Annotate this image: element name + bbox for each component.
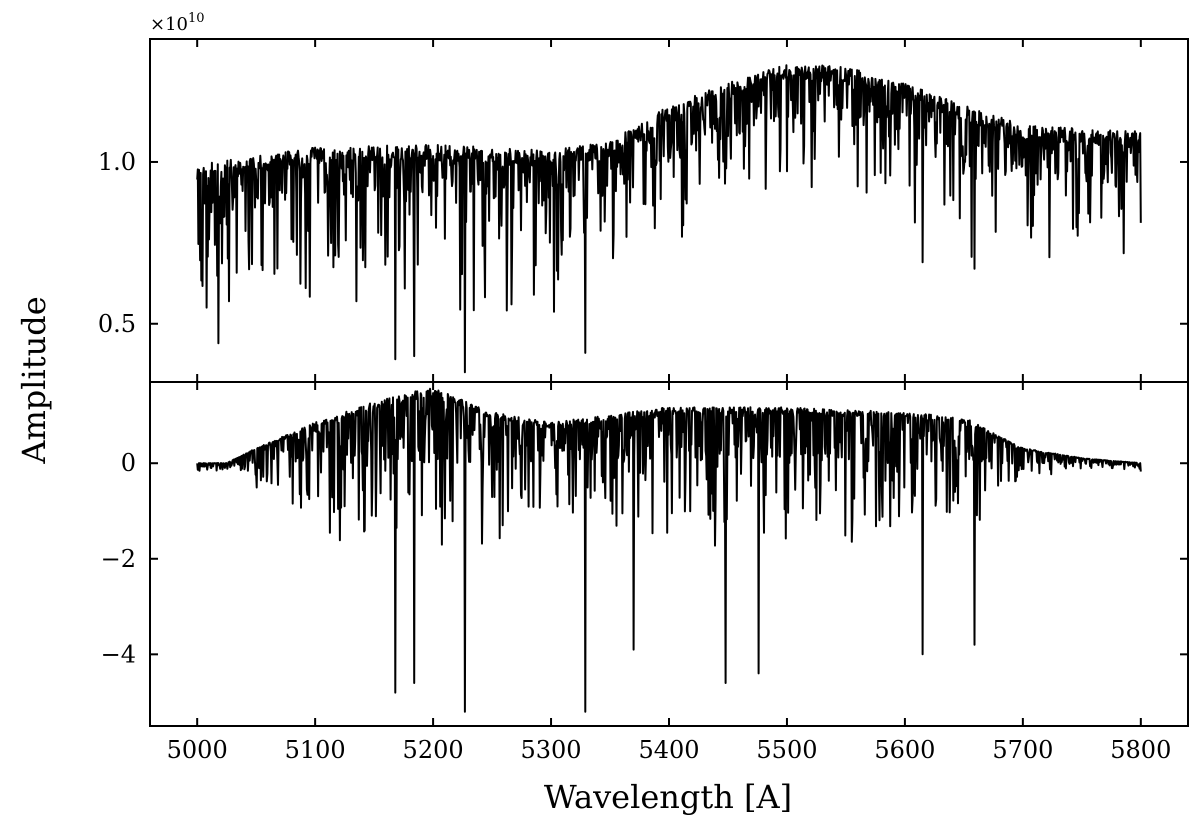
x-tick-label: 5600 [874,736,935,764]
bottom-panel: −4 −2 0 5000 5100 5200 5300 5400 5500 5600 5700 58… [101,381,1189,764]
bottom-y-ticks: −4 −2 0 [101,449,1188,668]
offset-exponent: 10 [188,11,205,26]
x-tick-label: 5400 [638,736,699,764]
bottom-x-ticks: 5000 5100 5200 5300 5400 5500 5600 5700 5800 [167,382,1171,764]
x-tick-label: 5700 [992,736,1053,764]
y-axis-label: Amplitude [15,296,53,464]
bottom-spectrum-line [196,387,1142,713]
y-tick-label: 0 [121,449,136,477]
x-tick-label: 5800 [1110,736,1171,764]
x-tick-label: 5200 [403,736,464,764]
y-tick-label: −2 [101,545,136,573]
y-tick-label: −4 [101,640,136,668]
y-tick-label: 1.0 [98,148,136,176]
top-spectrum-line [196,64,1142,374]
top-y-ticks: 0.5 1.0 [98,148,1188,338]
offset-base: ×10 [150,14,188,35]
top-offset-label: ×1010 [150,11,205,35]
x-tick-label: 5100 [285,736,346,764]
top-x-ticks [196,39,1142,382]
top-panel: 0.5 1.0 ×1010 [98,11,1189,383]
x-tick-label: 5300 [521,736,582,764]
x-tick-label: 5000 [167,736,228,764]
x-tick-label: 5500 [756,736,817,764]
y-tick-label: 0.5 [98,310,136,338]
x-axis-label: Wavelength [A] [544,778,792,816]
